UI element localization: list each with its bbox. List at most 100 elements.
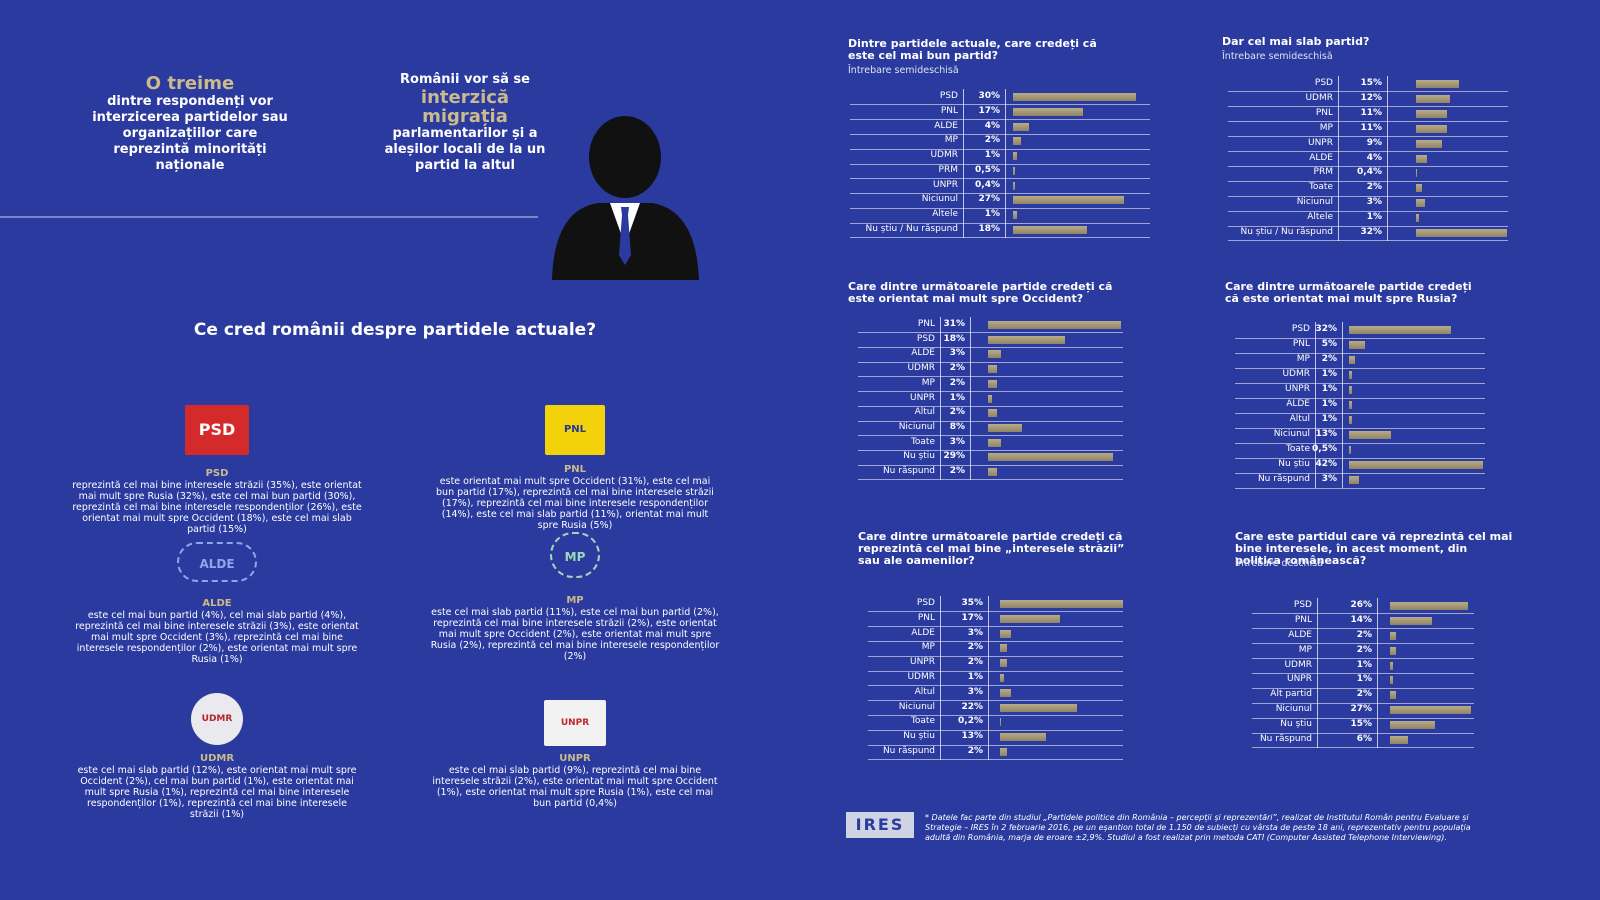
value-label: 35% xyxy=(961,598,983,608)
bar xyxy=(1349,371,1353,379)
bar xyxy=(1349,416,1353,424)
value-label: 3% xyxy=(949,436,965,447)
value-label: 18% xyxy=(943,333,965,344)
bar xyxy=(988,379,997,388)
stat-1-text: dintre respondenți vor interzicerea part… xyxy=(92,94,288,173)
value-label: 2% xyxy=(967,746,983,756)
value-label: 14% xyxy=(1350,614,1372,625)
category-label: Nu știu / Nu răspund xyxy=(865,224,958,234)
bar xyxy=(1390,602,1468,610)
value-label: 2% xyxy=(949,377,965,388)
bar xyxy=(1000,703,1077,712)
bar xyxy=(1416,199,1425,208)
party-name: ALDE xyxy=(202,598,232,609)
bar xyxy=(988,468,997,476)
bar xyxy=(1416,184,1422,193)
party-name: UNPR xyxy=(559,753,591,764)
row-rule xyxy=(1228,121,1508,123)
category-label: Toate xyxy=(1308,182,1333,193)
row-rule xyxy=(1235,397,1485,399)
value-label: 26% xyxy=(1350,600,1372,610)
value-label: 42% xyxy=(1315,459,1337,469)
party-text: este cel mai slab partid (12%), este ori… xyxy=(77,765,357,820)
row-rule xyxy=(1228,136,1508,138)
row-rule xyxy=(1252,643,1474,645)
category-label: UNPR xyxy=(932,179,958,190)
value-label: 27% xyxy=(1350,704,1372,715)
category-label: Niciunul xyxy=(1273,429,1310,439)
value-label: 2% xyxy=(1356,629,1372,640)
bar xyxy=(1013,107,1083,116)
row-rule xyxy=(1235,472,1485,474)
chart-axis-line xyxy=(1387,76,1388,241)
category-label: MP xyxy=(944,135,958,146)
party-text: este cel mai slab partid (9%), reprezint… xyxy=(432,765,718,809)
value-label: 9% xyxy=(1366,137,1382,148)
category-label: PNL xyxy=(1294,614,1312,625)
category-label: UNPR xyxy=(1307,137,1333,148)
party-name: PNL xyxy=(563,464,587,475)
bar xyxy=(1000,614,1060,623)
value-label: 3% xyxy=(1366,197,1382,208)
row-rule xyxy=(850,163,1150,165)
value-label: 5% xyxy=(1321,339,1337,349)
stat-2: Românii vor să se interzică migrația par… xyxy=(380,72,550,174)
category-label: Nu răspund xyxy=(1259,734,1312,744)
value-label: 0,5% xyxy=(975,164,1000,175)
bar xyxy=(1013,196,1124,205)
category-label: Toate xyxy=(910,716,935,727)
category-label: Niciunul xyxy=(898,701,935,712)
bar xyxy=(1013,211,1018,220)
bar xyxy=(988,438,1001,447)
value-label: 6% xyxy=(1356,734,1372,744)
category-label: Niciunul xyxy=(921,194,958,205)
row-rule xyxy=(858,332,1123,334)
bar xyxy=(988,365,997,374)
category-label: PNL xyxy=(940,105,958,116)
party-text: este cel mai bun partid (4%), cel mai sl… xyxy=(75,610,359,665)
bar xyxy=(1416,139,1442,148)
category-label: PSD xyxy=(916,333,935,344)
value-label: 17% xyxy=(961,612,983,623)
row-rule xyxy=(868,670,1123,672)
value-label: 30% xyxy=(978,91,1000,101)
row-rule xyxy=(1235,487,1485,489)
category-label: PSD xyxy=(916,598,935,608)
row-rule xyxy=(1235,457,1485,459)
chart-subtitle: Întrebare deschisă xyxy=(1235,558,1323,569)
bar xyxy=(1013,226,1087,234)
bar xyxy=(1390,721,1435,730)
bar xyxy=(1000,600,1123,608)
bar xyxy=(1013,137,1022,146)
value-label: 12% xyxy=(1360,92,1382,103)
value-label: 13% xyxy=(1315,429,1337,439)
chart-axis-line xyxy=(1342,322,1343,488)
value-label: 17% xyxy=(978,105,1000,116)
party-text: este cel mai slab partid (11%), este cel… xyxy=(430,607,720,662)
row-rule xyxy=(868,655,1123,657)
row-rule xyxy=(1228,180,1508,182)
value-label: 1% xyxy=(1356,659,1372,670)
category-label: Nu știu xyxy=(1280,719,1312,730)
category-label: Niciunul xyxy=(898,421,935,432)
row-rule xyxy=(868,700,1123,702)
category-label: PSD xyxy=(1314,78,1333,88)
bar xyxy=(1390,631,1396,640)
value-label: 29% xyxy=(943,451,965,462)
footnote: * Datele fac parte din studiul „Partidel… xyxy=(925,813,1471,842)
bar xyxy=(1349,461,1484,469)
value-label: 3% xyxy=(967,686,983,697)
value-label: 18% xyxy=(978,224,1000,234)
value-label: 1% xyxy=(1321,384,1337,394)
chart-subtitle: Întrebare semideschisă xyxy=(848,65,959,76)
bar xyxy=(1000,718,1001,727)
bar xyxy=(1390,691,1396,700)
bar xyxy=(988,409,997,418)
bar xyxy=(1390,676,1393,685)
value-label: 1% xyxy=(967,672,983,682)
category-label: Nu știu / Nu răspund xyxy=(1240,227,1333,237)
bar xyxy=(1416,94,1451,103)
value-label: 3% xyxy=(1321,474,1337,484)
category-label: Altul xyxy=(914,407,935,418)
chart-title: Dar cel mai slab partid? xyxy=(1222,35,1370,48)
